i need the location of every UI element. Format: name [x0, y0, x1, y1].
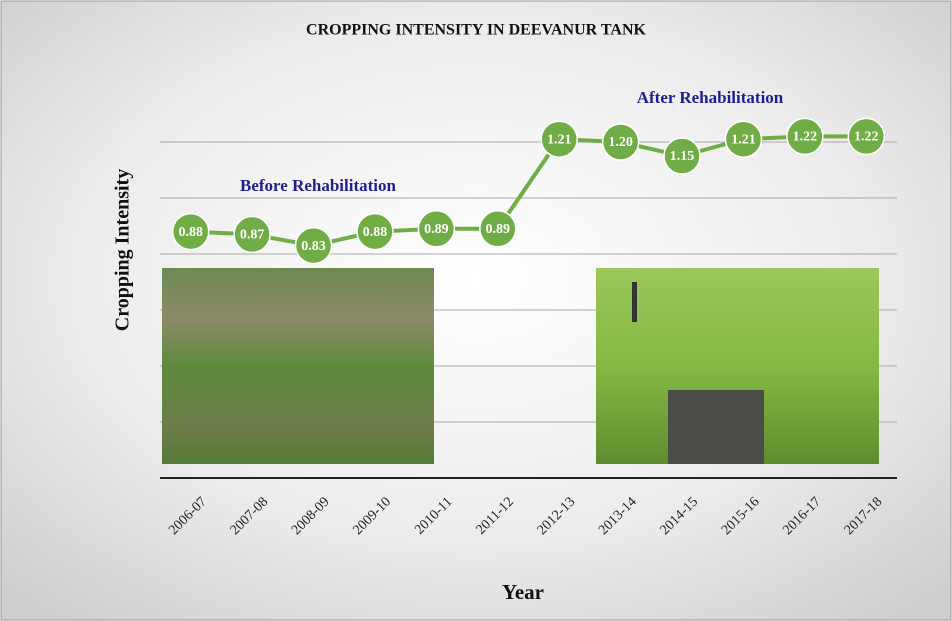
x-axis-label: Year	[502, 580, 544, 604]
data-label: 1.21	[547, 132, 572, 147]
data-label: 1.22	[854, 130, 879, 145]
point	[356, 212, 394, 251]
data-label: 0.88	[178, 225, 203, 240]
data-label: 1.21	[731, 132, 756, 147]
photo-structure	[668, 390, 764, 464]
point	[294, 226, 333, 265]
data-label: 1.15	[670, 149, 695, 164]
chart-title: CROPPING INTENSITY IN DEEVANUR TANK	[306, 22, 646, 39]
point	[171, 212, 210, 251]
annotation: Before Rehabilitation	[240, 176, 397, 195]
data-label: 0.89	[424, 222, 449, 237]
photo-before	[162, 268, 434, 464]
point	[663, 137, 701, 175]
data-label: 0.88	[363, 225, 388, 240]
point	[233, 215, 271, 254]
data-label: 1.22	[793, 130, 818, 145]
data-label: 0.83	[301, 239, 326, 254]
y-axis-label: Cropping Intensity	[112, 169, 134, 331]
point	[540, 120, 578, 158]
point	[786, 117, 824, 156]
point	[724, 120, 763, 158]
point	[847, 117, 886, 156]
data-label: 0.87	[240, 228, 265, 243]
point	[601, 123, 640, 161]
point	[479, 210, 517, 248]
data-label: 0.89	[486, 222, 511, 237]
data-label: 1.20	[608, 135, 633, 150]
photo-post	[632, 282, 637, 322]
annotation: After Rehabilitation	[637, 88, 784, 107]
point	[417, 210, 456, 248]
